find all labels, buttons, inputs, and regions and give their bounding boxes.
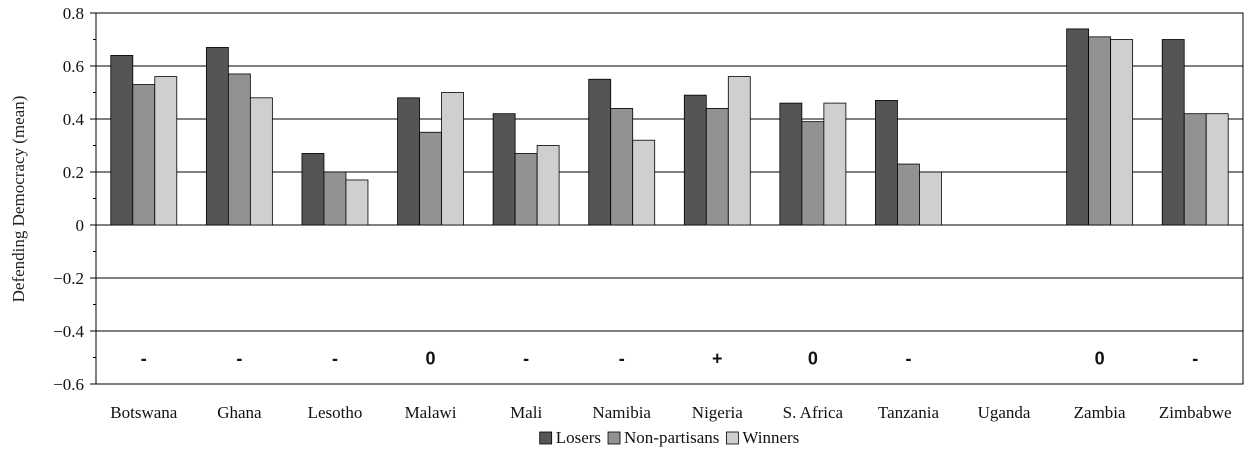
bar bbox=[323, 171, 347, 226]
bar bbox=[919, 171, 942, 226]
axes: 0.8 0.6 0.4 0.2 0 −0.2 −0.4 −0.6 bbox=[53, 4, 1244, 394]
significance-marker: 0 bbox=[426, 349, 436, 369]
x-tick-label: Tanzania bbox=[878, 403, 940, 422]
x-tick-label: Uganda bbox=[978, 403, 1031, 422]
x-tick-label: Lesotho bbox=[308, 403, 363, 422]
y-tick-label: 0.2 bbox=[63, 163, 84, 182]
bar bbox=[632, 139, 656, 226]
bar bbox=[779, 102, 803, 226]
legend-label: Non-partisans bbox=[624, 428, 719, 447]
y-tick-label: 0.6 bbox=[63, 57, 84, 76]
bar bbox=[683, 94, 707, 226]
x-tick-label: Malawi bbox=[405, 403, 457, 422]
bar bbox=[492, 113, 516, 226]
x-tick-label: Ghana bbox=[217, 403, 262, 422]
x-tick-labels: Botswana Ghana Lesotho Malawi Mali Namibia Nig… bbox=[110, 403, 1231, 422]
bar bbox=[205, 47, 229, 226]
y-tick-label: 0.4 bbox=[63, 110, 85, 129]
bar bbox=[301, 153, 325, 226]
legend-swatch bbox=[607, 431, 621, 445]
bar bbox=[897, 163, 920, 226]
bar bbox=[1161, 39, 1185, 226]
significance-marker: - bbox=[523, 349, 529, 369]
bar bbox=[397, 97, 420, 226]
y-tick-label: 0 bbox=[76, 216, 85, 235]
legend-swatch bbox=[725, 431, 739, 445]
bar bbox=[249, 97, 273, 226]
y-tick-label: −0.2 bbox=[53, 269, 84, 288]
gridlines bbox=[96, 65, 1243, 332]
bar bbox=[345, 179, 369, 226]
x-tick-label: Zambia bbox=[1074, 403, 1126, 422]
significance-marker: 0 bbox=[1095, 349, 1105, 369]
significance-marker: - bbox=[332, 349, 338, 369]
bars bbox=[110, 28, 1229, 226]
x-tick-label: Mali bbox=[510, 403, 542, 422]
bar bbox=[514, 153, 538, 226]
bar bbox=[227, 73, 251, 226]
x-tick-label: Namibia bbox=[592, 403, 651, 422]
bar bbox=[441, 92, 464, 226]
bar bbox=[588, 78, 612, 226]
y-tick-label: −0.4 bbox=[53, 322, 84, 341]
bar bbox=[132, 84, 156, 226]
bar bbox=[801, 121, 825, 226]
bar bbox=[110, 55, 134, 226]
legend: Losers Non-partisans Winners bbox=[539, 428, 799, 447]
significance-marker: - bbox=[141, 349, 147, 369]
bar bbox=[1110, 39, 1134, 226]
significance-marker: + bbox=[712, 349, 723, 369]
x-tick-label: Botswana bbox=[110, 403, 178, 422]
significance-marker: - bbox=[1192, 349, 1198, 369]
bar bbox=[1183, 113, 1207, 226]
bar bbox=[727, 76, 751, 226]
bar bbox=[610, 108, 634, 226]
legend-label: Losers bbox=[556, 428, 601, 447]
bar bbox=[419, 131, 442, 226]
x-tick-label: S. Africa bbox=[783, 403, 844, 422]
y-axis-label: Defending Democracy (mean) bbox=[9, 96, 28, 303]
legend-label: Winners bbox=[742, 428, 799, 447]
bar bbox=[823, 102, 847, 226]
x-tick-label: Nigeria bbox=[692, 403, 743, 422]
bar bbox=[154, 76, 178, 226]
significance-markers: - - - 0 - - +0 - 0 - bbox=[141, 349, 1198, 369]
significance-marker: - bbox=[905, 349, 911, 369]
significance-marker: - bbox=[236, 349, 242, 369]
bar bbox=[536, 145, 560, 226]
bar bbox=[705, 108, 729, 226]
significance-marker: 0 bbox=[808, 349, 818, 369]
bar bbox=[1066, 28, 1090, 226]
significance-marker: - bbox=[619, 349, 625, 369]
bar bbox=[1088, 36, 1112, 226]
x-tick-label: Zimbabwe bbox=[1159, 403, 1232, 422]
y-tick-label: 0.8 bbox=[63, 4, 84, 23]
bar bbox=[1205, 113, 1229, 226]
bar bbox=[875, 100, 898, 226]
y-tick-label: −0.6 bbox=[53, 375, 84, 394]
legend-swatch bbox=[539, 431, 553, 445]
